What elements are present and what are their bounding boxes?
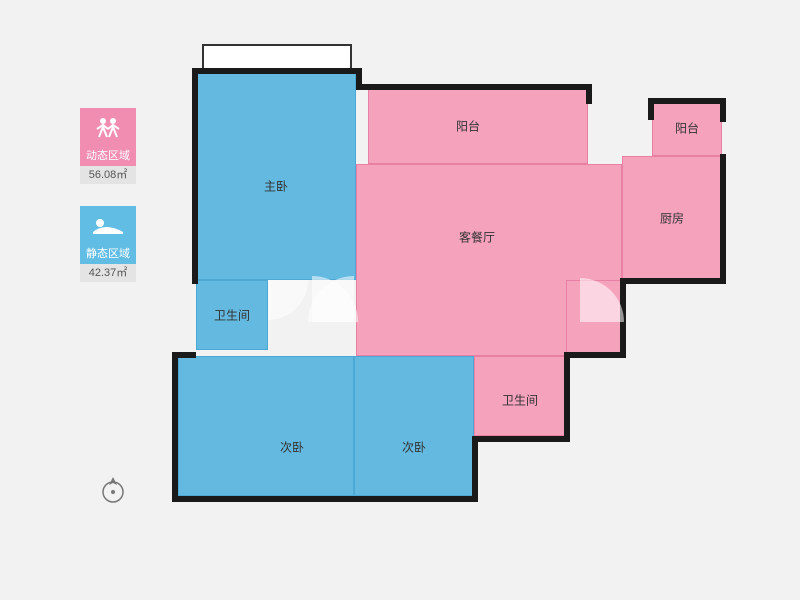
wall-segment	[720, 154, 726, 282]
people-icon	[80, 108, 136, 146]
room-bedroom3	[354, 356, 474, 496]
legend-static-label: 静态区域	[80, 244, 136, 264]
room-label-living: 客餐厅	[459, 228, 495, 245]
legend-dynamic-value: 56.08㎡	[80, 166, 136, 184]
wall-segment	[192, 68, 198, 284]
wall-segment	[172, 496, 478, 502]
balcony-railing	[202, 44, 352, 70]
legend-static-value: 42.37㎡	[80, 264, 136, 282]
legend-panel: 动态区域 56.08㎡ 静态区域 42.37㎡	[80, 108, 140, 304]
wall-segment	[192, 68, 360, 74]
room-label-bedroom3: 次卧	[402, 439, 426, 456]
room-label-balcony1: 阳台	[456, 118, 480, 135]
wall-segment	[586, 84, 592, 104]
room-label-master_bedroom: 主卧	[264, 177, 288, 194]
sleep-icon	[80, 206, 136, 244]
legend-static: 静态区域 42.37㎡	[80, 206, 136, 282]
wall-segment	[648, 98, 654, 120]
legend-dynamic-label: 动态区域	[80, 146, 136, 166]
room-bedroom2	[178, 356, 354, 496]
legend-dynamic: 动态区域 56.08㎡	[80, 108, 136, 184]
room-label-bath1: 卫生间	[214, 307, 250, 324]
wall-segment	[648, 98, 724, 104]
compass-icon	[98, 474, 128, 504]
floor-plan: 主卧卫生间次卧 次卧 客餐厅 阳台 阳台厨房卫生间	[172, 40, 732, 530]
wall-segment	[356, 68, 362, 88]
wall-segment	[356, 84, 590, 90]
wall-segment	[564, 352, 570, 440]
room-label-bedroom2: 次卧	[280, 439, 304, 456]
wall-segment	[620, 278, 726, 284]
room-label-balcony2: 阳台	[675, 120, 699, 137]
wall-segment	[472, 436, 570, 442]
room-master_bedroom	[196, 70, 356, 280]
wall-segment	[472, 436, 478, 500]
room-label-bath2: 卫生间	[502, 392, 538, 409]
room-label-kitchen: 厨房	[660, 210, 684, 227]
wall-segment	[172, 352, 178, 500]
wall-segment	[172, 352, 196, 358]
wall-segment	[564, 352, 626, 358]
